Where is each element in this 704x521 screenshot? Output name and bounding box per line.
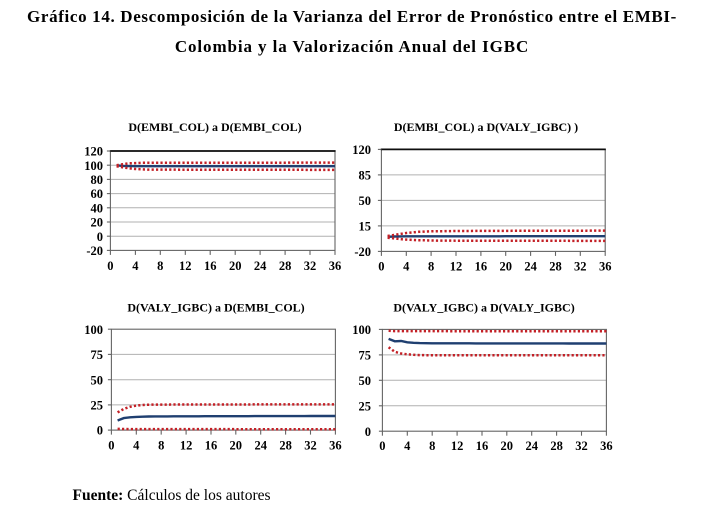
svg-text:32: 32 — [574, 260, 587, 274]
svg-text:36: 36 — [599, 260, 612, 274]
svg-text:28: 28 — [279, 259, 292, 273]
svg-text:0: 0 — [97, 230, 103, 244]
svg-text:50: 50 — [91, 373, 104, 387]
svg-text:4: 4 — [133, 439, 140, 453]
svg-text:32: 32 — [304, 439, 317, 453]
svg-text:D(EMBI_COL) a D(EMBI_COL): D(EMBI_COL) a D(EMBI_COL) — [128, 120, 301, 134]
svg-text:28: 28 — [279, 439, 292, 453]
svg-text:-20: -20 — [86, 244, 103, 258]
svg-text:28: 28 — [549, 260, 562, 274]
svg-text:4: 4 — [403, 260, 410, 274]
svg-text:36: 36 — [329, 439, 342, 453]
svg-text:12: 12 — [180, 439, 193, 453]
svg-text:8: 8 — [429, 439, 435, 453]
svg-text:D(VALY_IGBC) a D(EMBI_COL): D(VALY_IGBC) a D(EMBI_COL) — [127, 300, 304, 314]
svg-text:85: 85 — [359, 169, 372, 183]
svg-text:15: 15 — [359, 220, 372, 234]
svg-text:32: 32 — [575, 439, 588, 453]
svg-text:0: 0 — [378, 260, 384, 274]
svg-text:28: 28 — [550, 439, 563, 453]
svg-text:40: 40 — [91, 201, 104, 215]
svg-text:36: 36 — [329, 259, 342, 273]
svg-text:16: 16 — [475, 260, 488, 274]
svg-text:D(VALY_IGBC) a D(VALY_IGBC): D(VALY_IGBC) a D(VALY_IGBC) — [393, 300, 574, 314]
svg-text:12: 12 — [179, 259, 192, 273]
svg-text:0: 0 — [379, 439, 385, 453]
svg-text:32: 32 — [304, 259, 317, 273]
svg-text:8: 8 — [157, 259, 163, 273]
svg-text:25: 25 — [91, 399, 104, 413]
svg-text:100: 100 — [84, 159, 103, 173]
svg-text:4: 4 — [132, 259, 139, 273]
svg-text:24: 24 — [525, 439, 538, 453]
svg-text:16: 16 — [476, 439, 489, 453]
svg-text:8: 8 — [158, 439, 164, 453]
svg-text:24: 24 — [524, 260, 537, 274]
svg-text:75: 75 — [91, 348, 104, 362]
svg-text:24: 24 — [254, 259, 267, 273]
svg-text:0: 0 — [108, 439, 114, 453]
svg-text:120: 120 — [352, 143, 371, 157]
svg-text:60: 60 — [91, 187, 104, 201]
svg-text:20: 20 — [230, 439, 243, 453]
svg-text:50: 50 — [359, 194, 372, 208]
svg-text:24: 24 — [254, 439, 267, 453]
svg-text:75: 75 — [359, 349, 372, 363]
svg-text:0: 0 — [107, 259, 113, 273]
svg-text:0: 0 — [97, 424, 103, 438]
svg-text:16: 16 — [204, 259, 217, 273]
svg-text:20: 20 — [91, 216, 104, 230]
svg-text:12: 12 — [450, 260, 463, 274]
svg-text:100: 100 — [84, 323, 103, 337]
svg-text:12: 12 — [451, 439, 464, 453]
svg-text:100: 100 — [352, 323, 371, 337]
svg-text:50: 50 — [359, 374, 372, 388]
svg-text:20: 20 — [229, 259, 242, 273]
svg-text:D(EMBI_COL) a D(VALY_IGBC) ): D(EMBI_COL) a D(VALY_IGBC) ) — [394, 120, 578, 134]
svg-text:0: 0 — [365, 425, 371, 439]
svg-text:80: 80 — [91, 173, 104, 187]
svg-text:20: 20 — [499, 260, 512, 274]
svg-text:20: 20 — [501, 439, 514, 453]
svg-text:120: 120 — [84, 145, 103, 159]
svg-text:16: 16 — [205, 439, 218, 453]
svg-text:36: 36 — [600, 439, 613, 453]
svg-text:4: 4 — [404, 439, 411, 453]
svg-text:25: 25 — [359, 399, 372, 413]
svg-text:8: 8 — [428, 260, 434, 274]
svg-text:-20: -20 — [354, 245, 371, 259]
